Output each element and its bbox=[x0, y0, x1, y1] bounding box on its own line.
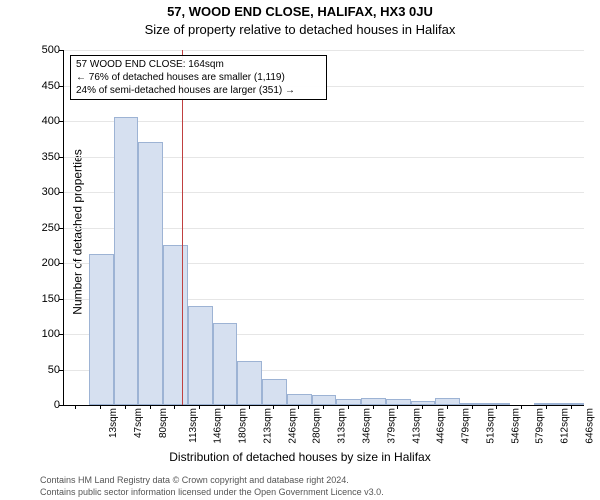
y-tick-mark bbox=[59, 86, 63, 87]
x-tick-mark bbox=[348, 405, 349, 409]
x-tick-label: 113sqm bbox=[188, 408, 199, 443]
y-tick-label: 450 bbox=[20, 80, 60, 92]
x-tick-mark bbox=[571, 405, 572, 409]
x-tick-mark bbox=[224, 405, 225, 409]
histogram-bar bbox=[213, 323, 238, 405]
x-tick-label: 13sqm bbox=[108, 408, 119, 438]
reference-marker-line bbox=[182, 50, 183, 405]
y-tick-mark bbox=[59, 370, 63, 371]
x-tick-label: 379sqm bbox=[386, 408, 397, 444]
chart-plot-area bbox=[63, 50, 584, 406]
x-tick-label: 346sqm bbox=[362, 408, 373, 444]
histogram-bar bbox=[262, 379, 287, 405]
x-tick-mark bbox=[273, 405, 274, 409]
annotation-line: 24% of semi-detached houses are larger (… bbox=[76, 84, 321, 97]
y-tick-mark bbox=[59, 121, 63, 122]
x-tick-label: 213sqm bbox=[263, 408, 274, 444]
histogram-bar bbox=[312, 395, 337, 405]
y-tick-label: 350 bbox=[20, 151, 60, 163]
x-tick-mark bbox=[521, 405, 522, 409]
x-tick-label: 47sqm bbox=[133, 408, 144, 438]
histogram-bar bbox=[361, 398, 386, 405]
x-tick-mark bbox=[125, 405, 126, 409]
y-tick-mark bbox=[59, 192, 63, 193]
annotation-line: ← 76% of detached houses are smaller (1,… bbox=[76, 71, 321, 84]
x-tick-mark bbox=[373, 405, 374, 409]
histogram-bar bbox=[163, 245, 188, 405]
annotation-box: 57 WOOD END CLOSE: 164sqm← 76% of detach… bbox=[70, 55, 327, 100]
x-tick-label: 546sqm bbox=[510, 408, 521, 444]
x-tick-mark bbox=[323, 405, 324, 409]
footer-copyright-1: Contains HM Land Registry data © Crown c… bbox=[40, 475, 349, 485]
address-title: 57, WOOD END CLOSE, HALIFAX, HX3 0JU bbox=[0, 4, 600, 19]
y-tick-label: 150 bbox=[20, 293, 60, 305]
gridline bbox=[64, 121, 584, 122]
x-tick-label: 246sqm bbox=[287, 408, 298, 444]
x-tick-label: 612sqm bbox=[560, 408, 571, 444]
y-tick-mark bbox=[59, 299, 63, 300]
annotation-line: 57 WOOD END CLOSE: 164sqm bbox=[76, 58, 321, 71]
x-tick-label: 80sqm bbox=[158, 408, 169, 438]
x-tick-label: 280sqm bbox=[312, 408, 323, 444]
histogram-bar bbox=[188, 306, 213, 405]
x-axis-label: Distribution of detached houses by size … bbox=[0, 450, 600, 464]
x-tick-mark bbox=[298, 405, 299, 409]
y-tick-label: 250 bbox=[20, 222, 60, 234]
y-tick-mark bbox=[59, 157, 63, 158]
x-tick-mark bbox=[174, 405, 175, 409]
y-tick-label: 300 bbox=[20, 186, 60, 198]
x-tick-mark bbox=[546, 405, 547, 409]
chart-subtitle: Size of property relative to detached ho… bbox=[0, 22, 600, 37]
histogram-bar bbox=[460, 403, 485, 405]
y-tick-label: 50 bbox=[20, 364, 60, 376]
y-tick-mark bbox=[59, 263, 63, 264]
x-tick-mark bbox=[199, 405, 200, 409]
histogram-bar bbox=[287, 394, 312, 405]
x-tick-label: 180sqm bbox=[238, 408, 249, 444]
x-tick-mark bbox=[447, 405, 448, 409]
y-tick-label: 200 bbox=[20, 257, 60, 269]
histogram-bar bbox=[336, 399, 361, 405]
footer-copyright-2: Contains public sector information licen… bbox=[40, 487, 384, 497]
x-tick-mark bbox=[150, 405, 151, 409]
histogram-bar bbox=[534, 403, 559, 405]
x-tick-label: 479sqm bbox=[461, 408, 472, 444]
histogram-bar bbox=[237, 361, 262, 405]
y-tick-label: 500 bbox=[20, 44, 60, 56]
x-tick-mark bbox=[249, 405, 250, 409]
x-tick-label: 579sqm bbox=[535, 408, 546, 444]
x-tick-mark bbox=[496, 405, 497, 409]
y-tick-label: 0 bbox=[20, 399, 60, 411]
histogram-bar bbox=[89, 254, 114, 405]
histogram-bar bbox=[114, 117, 139, 405]
x-tick-mark bbox=[397, 405, 398, 409]
x-tick-mark bbox=[472, 405, 473, 409]
y-tick-label: 100 bbox=[20, 328, 60, 340]
x-tick-label: 513sqm bbox=[485, 408, 496, 444]
x-tick-label: 446sqm bbox=[436, 408, 447, 444]
histogram-bar bbox=[559, 403, 584, 405]
y-tick-mark bbox=[59, 334, 63, 335]
x-tick-mark bbox=[422, 405, 423, 409]
x-tick-mark bbox=[100, 405, 101, 409]
x-tick-label: 313sqm bbox=[337, 408, 348, 444]
histogram-bar bbox=[435, 398, 460, 405]
y-tick-mark bbox=[59, 405, 63, 406]
y-tick-mark bbox=[59, 50, 63, 51]
x-tick-mark bbox=[75, 405, 76, 409]
gridline bbox=[64, 50, 584, 51]
y-tick-label: 400 bbox=[20, 115, 60, 127]
x-tick-label: 146sqm bbox=[213, 408, 224, 444]
x-tick-label: 413sqm bbox=[411, 408, 422, 444]
y-tick-mark bbox=[59, 228, 63, 229]
histogram-bar bbox=[138, 142, 163, 405]
x-tick-label: 646sqm bbox=[584, 408, 595, 444]
